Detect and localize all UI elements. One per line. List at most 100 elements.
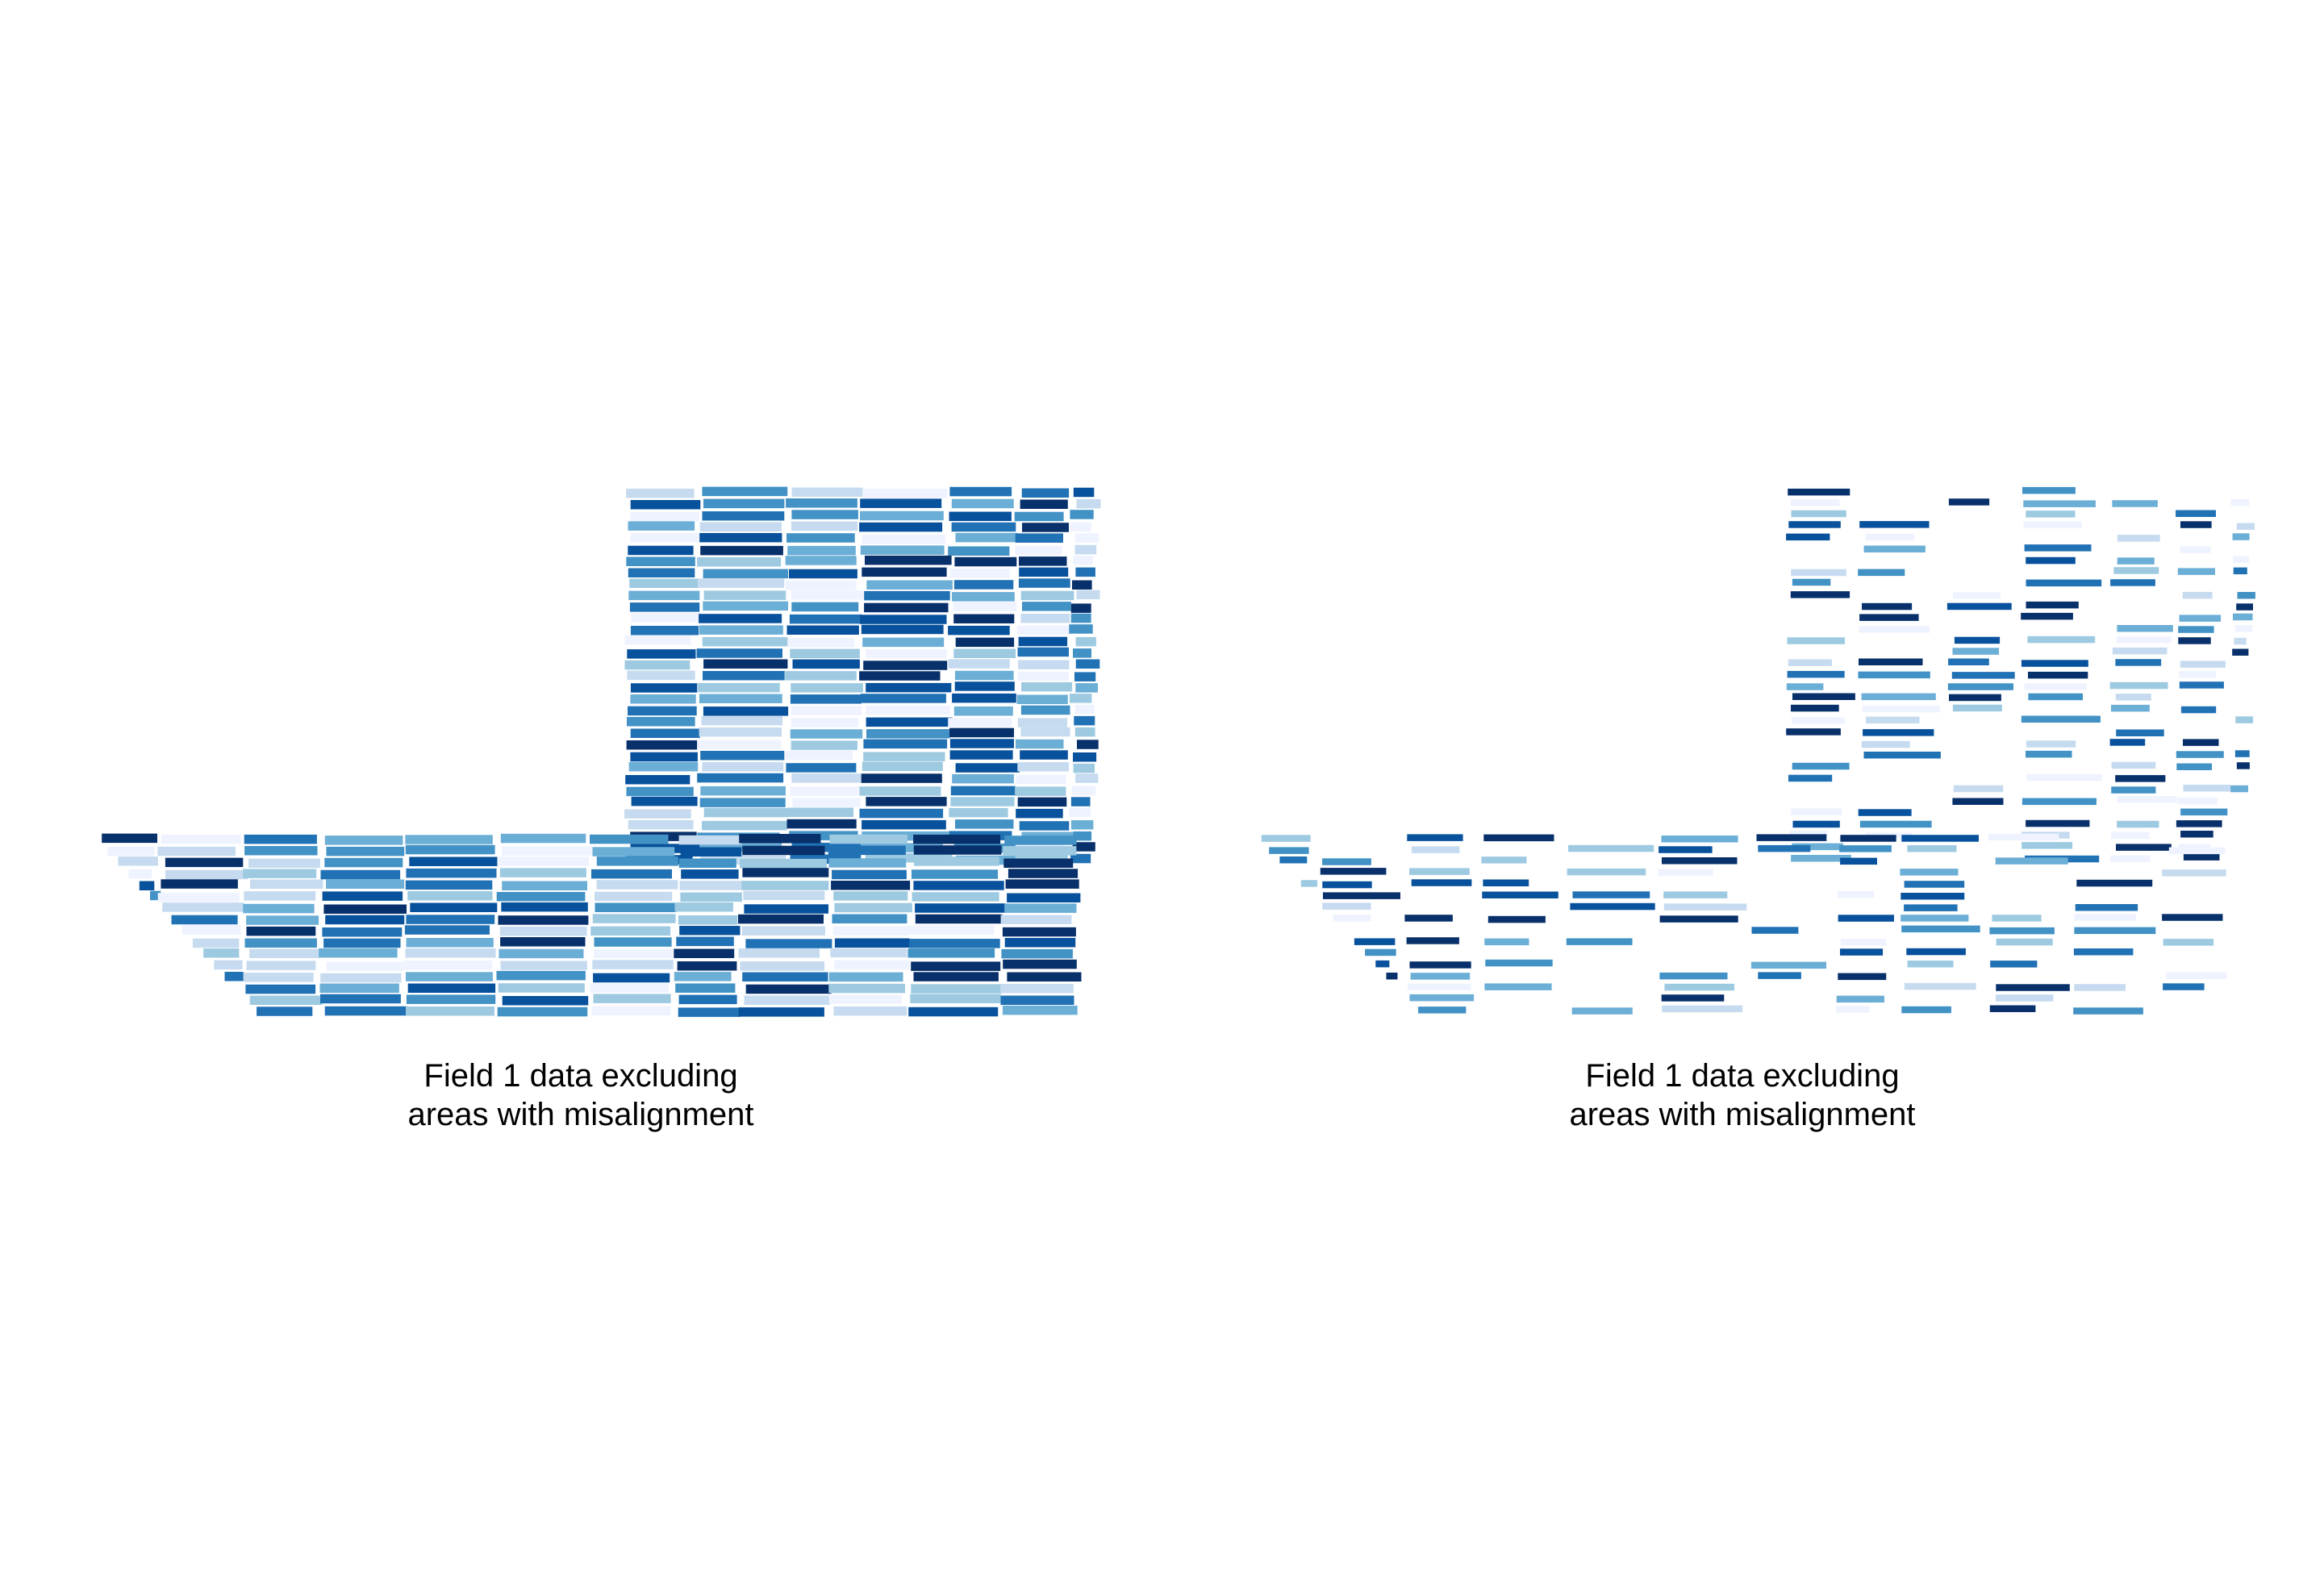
harvest-pass-segment xyxy=(630,511,700,522)
harvest-pass-segment xyxy=(502,881,587,890)
harvest-pass-segment xyxy=(702,762,784,772)
harvest-pass-segment xyxy=(703,590,786,600)
harvest-pass-segment xyxy=(953,648,1016,658)
harvest-pass-segment xyxy=(498,983,585,993)
harvest-pass-segment xyxy=(631,613,702,623)
harvest-pass-segment xyxy=(2117,796,2177,803)
harvest-pass-segment xyxy=(406,868,497,878)
harvest-pass-segment xyxy=(591,1006,671,1016)
harvest-pass-segment xyxy=(953,602,1017,611)
harvest-pass-segment xyxy=(700,545,783,556)
harvest-pass-segment xyxy=(1836,1006,1870,1013)
harvest-pass-segment xyxy=(676,936,734,947)
harvest-pass-segment xyxy=(1865,716,1920,724)
harvest-pass-segment xyxy=(1410,973,1471,980)
harvest-pass-segment xyxy=(502,846,593,856)
harvest-pass-segment xyxy=(1858,809,1912,816)
harvest-pass-segment xyxy=(1016,739,1064,749)
harvest-pass-segment xyxy=(2236,762,2250,769)
harvest-pass-segment xyxy=(628,706,697,716)
harvest-pass-segment xyxy=(681,869,739,879)
harvest-pass-segment xyxy=(1007,972,1082,981)
harvest-pass-segment xyxy=(948,546,1010,556)
harvest-pass-segment xyxy=(949,739,1014,748)
harvest-pass-segment xyxy=(244,891,316,901)
harvest-pass-segment xyxy=(1859,820,1932,828)
harvest-pass-segment xyxy=(2230,785,2248,793)
harvest-pass-segment xyxy=(1791,808,1842,815)
harvest-pass-segment xyxy=(326,846,405,856)
harvest-pass-segment xyxy=(828,858,907,868)
harvest-pass-segment xyxy=(593,973,670,983)
caption-right: Field 1 data excluding areas with misali… xyxy=(1162,1056,2323,1134)
harvest-pass-segment xyxy=(165,869,248,880)
harvest-pass-segment xyxy=(161,879,238,889)
harvest-pass-segment xyxy=(677,961,737,971)
harvest-pass-segment xyxy=(700,751,785,761)
harvest-pass-segment xyxy=(908,1006,999,1017)
harvest-pass-segment xyxy=(1900,869,1959,876)
harvest-pass-segment xyxy=(592,960,674,969)
harvest-pass-segment xyxy=(323,938,401,948)
harvest-pass-segment xyxy=(150,890,161,901)
harvest-pass-segment xyxy=(1409,994,1475,1002)
harvest-pass-segment xyxy=(203,948,240,958)
harvest-pass-segment xyxy=(626,556,695,566)
harvest-pass-segment xyxy=(1075,636,1096,647)
caption-right-line1: Field 1 data excluding xyxy=(1585,1058,1900,1094)
harvest-pass-segment xyxy=(404,925,490,935)
harvest-pass-segment xyxy=(2028,693,2083,701)
harvest-pass-segment xyxy=(951,522,1016,532)
harvest-pass-segment xyxy=(2026,601,2079,609)
harvest-pass-segment xyxy=(741,926,826,936)
harvest-pass-segment xyxy=(2179,671,2216,678)
harvest-pass-segment xyxy=(2024,683,2087,690)
harvest-pass-segment xyxy=(948,718,1012,727)
harvest-pass-segment xyxy=(909,939,1000,948)
harvest-pass-segment xyxy=(952,592,1015,602)
harvest-pass-segment xyxy=(1663,891,1728,898)
harvest-pass-segment xyxy=(913,881,1004,890)
harvest-pass-segment xyxy=(629,578,700,588)
harvest-pass-segment xyxy=(161,834,241,844)
harvest-pass-segment xyxy=(680,847,742,856)
harvest-pass-segment xyxy=(834,902,912,913)
harvest-pass-segment xyxy=(1659,972,1728,980)
harvest-pass-segment xyxy=(697,578,785,588)
harvest-pass-segment xyxy=(1664,983,1735,991)
harvest-pass-segment xyxy=(407,983,496,993)
harvest-pass-segment xyxy=(952,773,1014,784)
harvest-pass-segment xyxy=(2234,637,2247,645)
harvest-pass-segment xyxy=(1996,984,2070,991)
harvest-pass-segment xyxy=(1840,939,1887,946)
harvest-pass-segment xyxy=(596,856,678,866)
harvest-pass-segment xyxy=(1000,995,1074,1005)
harvest-pass-segment xyxy=(1572,891,1650,898)
harvest-pass-segment xyxy=(1070,603,1091,613)
harvest-pass-segment xyxy=(699,727,782,737)
harvest-pass-segment xyxy=(1072,842,1095,852)
harvest-pass-segment xyxy=(2236,523,2255,530)
harvest-pass-segment xyxy=(1901,1006,1951,1014)
harvest-pass-segment xyxy=(862,761,943,771)
harvest-pass-segment xyxy=(954,670,1014,681)
harvest-pass-segment xyxy=(699,625,783,635)
panel-left: Field 1 data excluding areas with misali… xyxy=(102,486,1101,1132)
harvest-pass-segment xyxy=(1791,855,1851,862)
harvest-pass-segment xyxy=(860,545,945,555)
harvest-pass-segment xyxy=(1018,578,1070,588)
harvest-pass-segment xyxy=(1075,659,1100,669)
harvest-pass-segment xyxy=(500,961,587,970)
harvest-pass-segment xyxy=(592,914,676,923)
harvest-pass-segment xyxy=(594,937,672,947)
harvest-pass-segment xyxy=(1411,846,1460,853)
harvest-pass-segment xyxy=(2111,704,2150,712)
harvest-pass-segment xyxy=(1901,915,1969,922)
harvest-pass-segment xyxy=(2176,510,2216,517)
harvest-pass-segment xyxy=(1906,948,1966,956)
harvest-pass-segment xyxy=(2234,750,2250,757)
harvest-pass-segment xyxy=(1022,602,1071,611)
harvest-pass-segment xyxy=(590,926,671,936)
harvest-pass-segment xyxy=(630,532,700,543)
harvest-pass-segment xyxy=(1663,903,1747,911)
